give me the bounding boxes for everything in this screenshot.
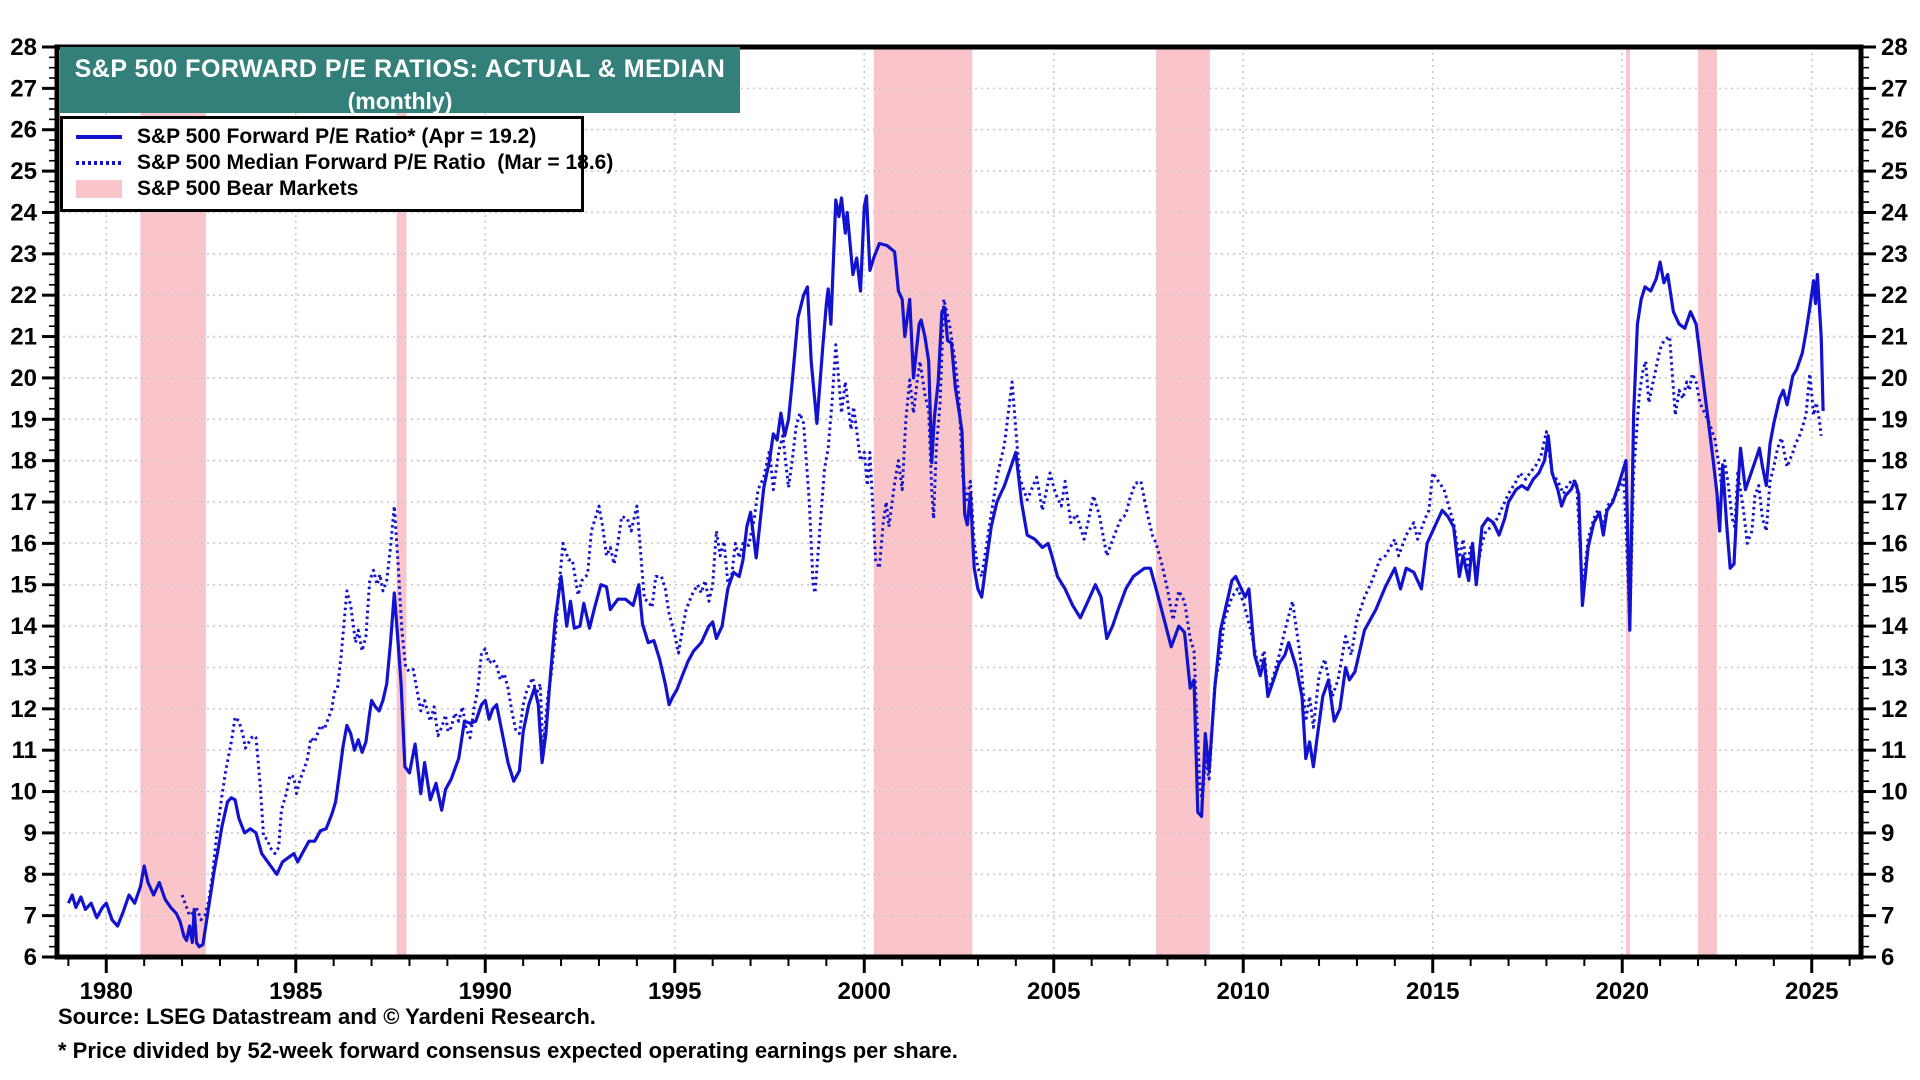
y-axis-label-left: 18 <box>10 448 37 475</box>
y-axis-label-right: 10 <box>1881 779 1908 806</box>
bear-market-band <box>396 47 407 957</box>
y-axis-label-right: 14 <box>1881 613 1908 640</box>
y-axis-label-left: 13 <box>10 654 37 681</box>
x-axis-label: 2025 <box>1785 978 1838 1005</box>
y-axis-label-left: 27 <box>10 75 37 102</box>
x-axis-label: 1985 <box>269 978 322 1005</box>
y-axis-label-left: 15 <box>10 572 37 599</box>
x-axis-label: 2020 <box>1596 978 1649 1005</box>
y-axis-label-left: 12 <box>10 696 37 723</box>
y-axis-label-right: 17 <box>1881 489 1908 516</box>
y-axis-label-left: 19 <box>10 406 37 433</box>
chart-subtitle: (monthly) <box>347 88 453 114</box>
y-axis-label-right: 15 <box>1881 572 1908 599</box>
y-axis-label-right: 20 <box>1881 365 1908 392</box>
x-axis-label: 2000 <box>838 978 891 1005</box>
x-axis-label: 1980 <box>80 978 133 1005</box>
y-axis-label-right: 19 <box>1881 406 1908 433</box>
y-axis-label-left: 17 <box>10 489 37 516</box>
bear-market-band <box>1156 47 1210 957</box>
x-axis-label: 2010 <box>1217 978 1270 1005</box>
y-axis-label-left: 9 <box>24 820 37 847</box>
x-axis-label: 1990 <box>459 978 512 1005</box>
y-axis-label-left: 24 <box>10 199 37 226</box>
footnote-text: * Price divided by 52-week forward conse… <box>58 1038 958 1063</box>
y-axis-label-right: 28 <box>1881 34 1908 61</box>
y-axis-label-right: 7 <box>1881 903 1894 930</box>
source-text: Source: LSEG Datastream and © Yardeni Re… <box>58 1004 596 1029</box>
y-axis-label-right: 25 <box>1881 158 1908 185</box>
y-axis-label-right: 23 <box>1881 241 1908 268</box>
legend-item-actual: S&P 500 Forward P/E Ratio* (Apr = 19.2) <box>63 124 581 150</box>
legend-item-bear-markets: S&P 500 Bear Markets <box>63 176 581 202</box>
y-axis-label-right: 12 <box>1881 696 1908 723</box>
y-axis-label-left: 22 <box>10 282 37 309</box>
y-axis-label-right: 24 <box>1881 199 1908 226</box>
x-axis-label: 1995 <box>648 978 701 1005</box>
bear-market-swatch-icon <box>75 180 123 198</box>
y-axis-label-right: 22 <box>1881 282 1908 309</box>
legend-label-actual: S&P 500 Forward P/E Ratio* (Apr = 19.2) <box>137 125 537 148</box>
x-axis-label: 2015 <box>1406 978 1459 1005</box>
y-axis-label-left: 25 <box>10 158 37 185</box>
legend-label-median: S&P 500 Median Forward P/E Ratio (Mar = … <box>137 151 614 174</box>
y-axis-label-right: 26 <box>1881 117 1908 144</box>
y-axis-label-left: 7 <box>24 903 37 930</box>
y-axis-label-right: 21 <box>1881 324 1908 351</box>
y-axis-label-right: 6 <box>1881 944 1894 971</box>
y-axis-label-left: 20 <box>10 365 37 392</box>
y-axis-label-left: 8 <box>24 861 37 888</box>
legend: S&P 500 Forward P/E Ratio* (Apr = 19.2) … <box>60 116 613 212</box>
plot-frame <box>54 44 1864 960</box>
y-axis-label-right: 9 <box>1881 820 1894 847</box>
y-axis-label-right: 8 <box>1881 861 1894 888</box>
y-axis-label-left: 10 <box>10 779 37 806</box>
y-axis-label-left: 16 <box>10 530 37 557</box>
legend-item-median: S&P 500 Median Forward P/E Ratio (Mar = … <box>63 150 613 176</box>
y-axis-label-left: 21 <box>10 324 37 351</box>
actual-pe-line <box>66 194 1825 949</box>
y-axis-label-left: 28 <box>10 34 37 61</box>
y-axis-label-right: 18 <box>1881 448 1908 475</box>
dotted-line-swatch-icon <box>75 161 123 165</box>
chart-title: S&P 500 FORWARD P/E RATIOS: ACTUAL & MED… <box>74 55 726 83</box>
y-axis-label-right: 27 <box>1881 75 1908 102</box>
y-axis-label-right: 13 <box>1881 654 1908 681</box>
legend-label-bear-markets: S&P 500 Bear Markets <box>137 177 359 200</box>
x-axis-label: 2005 <box>1027 978 1080 1005</box>
median-pe-line <box>180 297 1823 922</box>
y-axis-label-left: 14 <box>10 613 37 640</box>
y-axis-label-right: 11 <box>1881 737 1906 764</box>
plot-area <box>57 47 1861 957</box>
chart-title-box: S&P 500 FORWARD P/E RATIOS: ACTUAL & MED… <box>60 47 740 114</box>
y-axis-label-left: 26 <box>10 117 37 144</box>
y-axis-label-left: 11 <box>12 737 37 764</box>
y-axis-label-left: 6 <box>24 944 37 971</box>
y-axis-label-left: 23 <box>10 241 37 268</box>
solid-line-swatch-icon <box>75 135 123 139</box>
y-axis-label-right: 16 <box>1881 530 1908 557</box>
